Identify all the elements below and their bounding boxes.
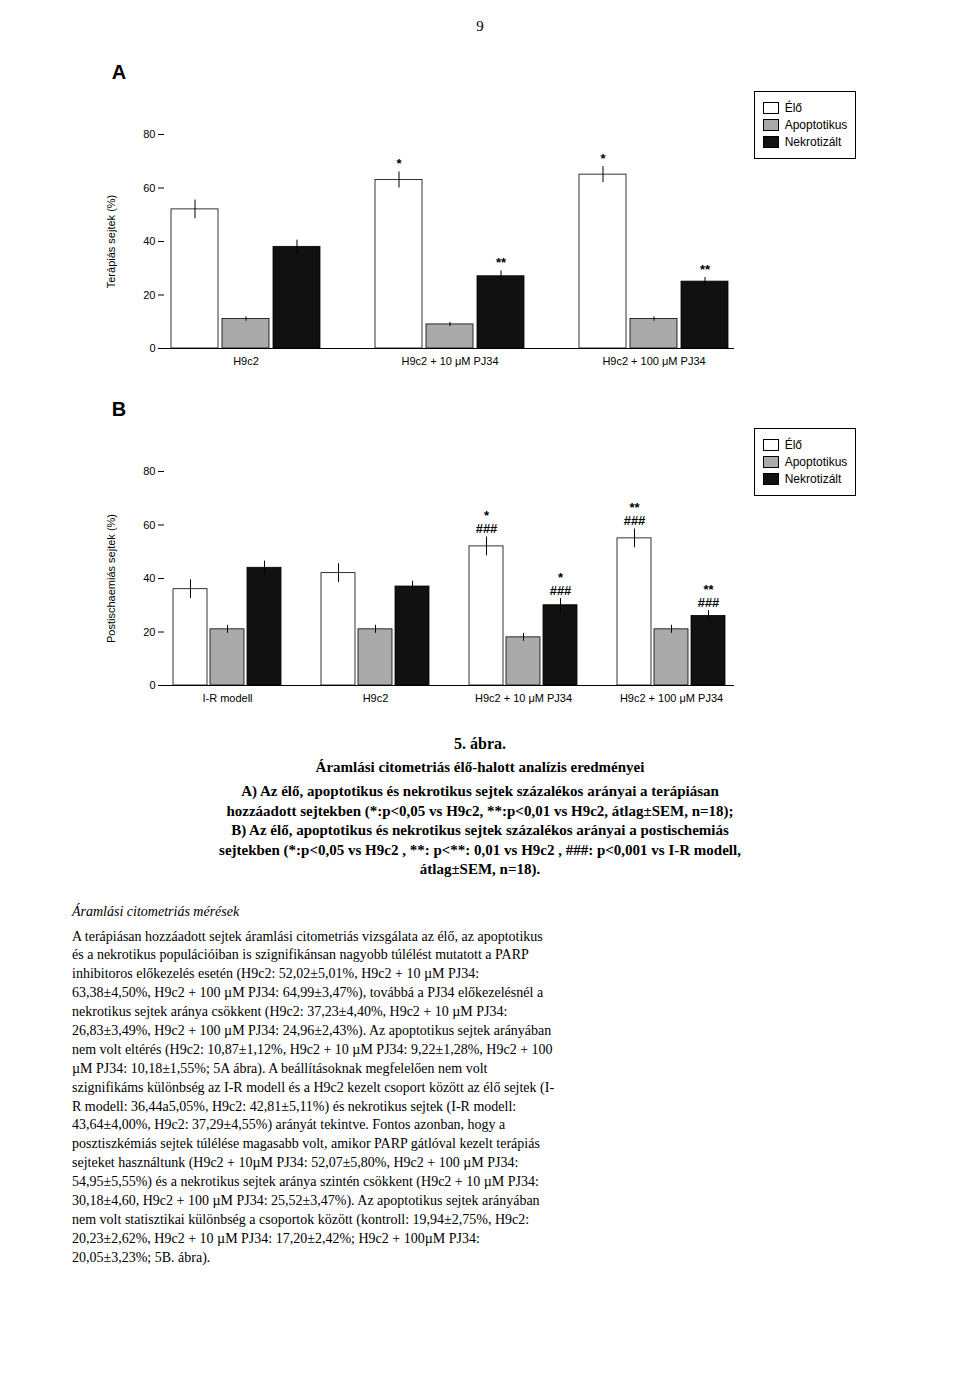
svg-text:**###: **### <box>697 582 719 610</box>
svg-text:H9c2 + 100 μM PJ34: H9c2 + 100 μM PJ34 <box>620 692 723 704</box>
svg-text:80: 80 <box>143 128 155 140</box>
svg-text:*: * <box>396 156 402 171</box>
svg-text:20: 20 <box>143 626 155 638</box>
html-text:9: 9 <box>476 18 484 34</box>
svg-text:H9c2: H9c2 <box>362 692 388 704</box>
html-text:Nekrotizált: Nekrotizált <box>784 472 842 486</box>
svg-text:**###: **### <box>623 500 645 528</box>
svg-text:0: 0 <box>149 342 155 354</box>
html-text:Élő: Élő <box>784 438 802 452</box>
svg-text:H9c2 + 100 μM PJ34: H9c2 + 100 μM PJ34 <box>602 355 705 367</box>
svg-text:40: 40 <box>143 235 155 247</box>
svg-text:40: 40 <box>143 572 155 584</box>
svg-text:H9c2: H9c2 <box>233 355 259 367</box>
svg-text:**: ** <box>700 262 711 277</box>
svg-text:0: 0 <box>149 679 155 691</box>
svg-text:*###: *### <box>475 508 497 536</box>
html-text:Apoptotikus: Apoptotikus <box>784 455 848 469</box>
html-text:Élő: Élő <box>784 101 802 115</box>
html-text:Nekrotizált: Nekrotizált <box>784 135 842 149</box>
svg-text:I-R modell: I-R modell <box>202 692 252 704</box>
svg-text:**: ** <box>496 255 507 270</box>
html-text:A: A <box>111 61 127 83</box>
svg-text:*###: *### <box>549 570 571 598</box>
html-text:A) Az élő, apoptotikus és nekr: A) Az élő, apoptotikus és nekrotikus sej… <box>219 783 741 877</box>
html-text:Apoptotikus: Apoptotikus <box>784 118 848 132</box>
svg-text:Terápiás sejtek (%): Terápiás sejtek (%) <box>105 195 117 289</box>
svg-text:60: 60 <box>143 182 155 194</box>
svg-text:Postischaemiás sejtek (%): Postischaemiás sejtek (%) <box>105 514 117 643</box>
svg-text:*: * <box>600 151 606 166</box>
svg-text:H9c2 + 10 μM PJ34: H9c2 + 10 μM PJ34 <box>401 355 498 367</box>
html-text:A terápiásan hozzáadott sejtek: A terápiásan hozzáadott sejtek áramlási … <box>72 928 555 1265</box>
html-text:Áramlási citometriás mérések: Áramlási citometriás mérések <box>72 903 240 919</box>
svg-text:60: 60 <box>143 519 155 531</box>
svg-text:H9c2 + 10 μM PJ34: H9c2 + 10 μM PJ34 <box>475 692 572 704</box>
html-text:B: B <box>111 398 127 420</box>
html-text:5. ábra.: 5. ábra. <box>454 735 506 752</box>
svg-text:80: 80 <box>143 465 155 477</box>
svg-text:20: 20 <box>143 289 155 301</box>
html-text:Áramlási citometriás élő-halot: Áramlási citometriás élő-halott analízis… <box>315 759 645 775</box>
